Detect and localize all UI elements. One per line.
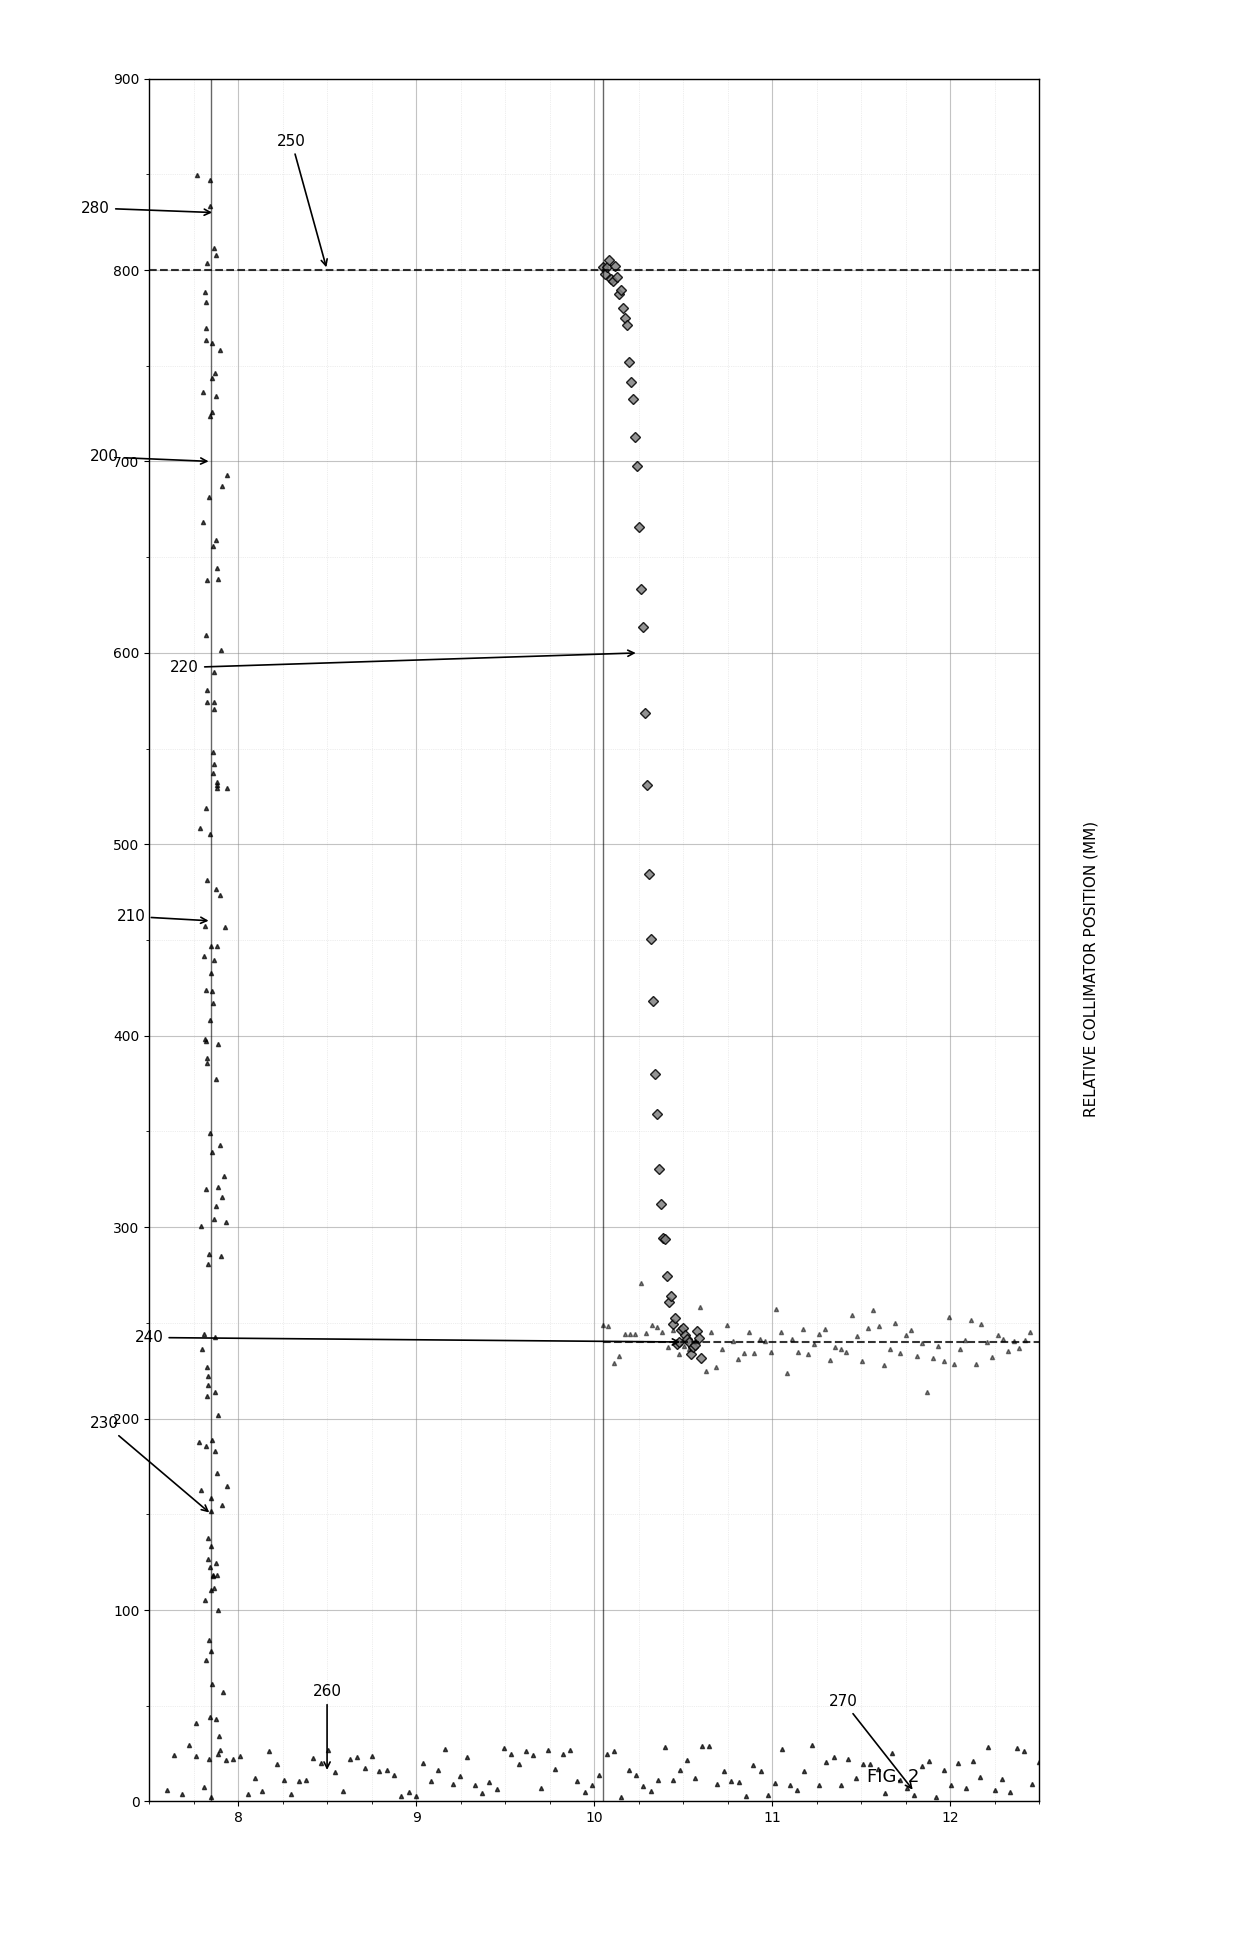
Text: 280: 280 (82, 201, 211, 215)
Text: 260: 260 (312, 1683, 341, 1768)
Text: 240: 240 (135, 1331, 678, 1344)
Text: 270: 270 (828, 1693, 911, 1788)
Text: 220: 220 (170, 651, 634, 674)
Text: 250: 250 (277, 134, 327, 265)
Text: 210: 210 (117, 908, 207, 924)
Text: 230: 230 (91, 1416, 208, 1511)
Text: FIG. 2: FIG. 2 (867, 1768, 919, 1786)
Text: RELATIVE COLLIMATOR POSITION (MM): RELATIVE COLLIMATOR POSITION (MM) (1084, 821, 1099, 1116)
Text: 200: 200 (91, 449, 207, 465)
